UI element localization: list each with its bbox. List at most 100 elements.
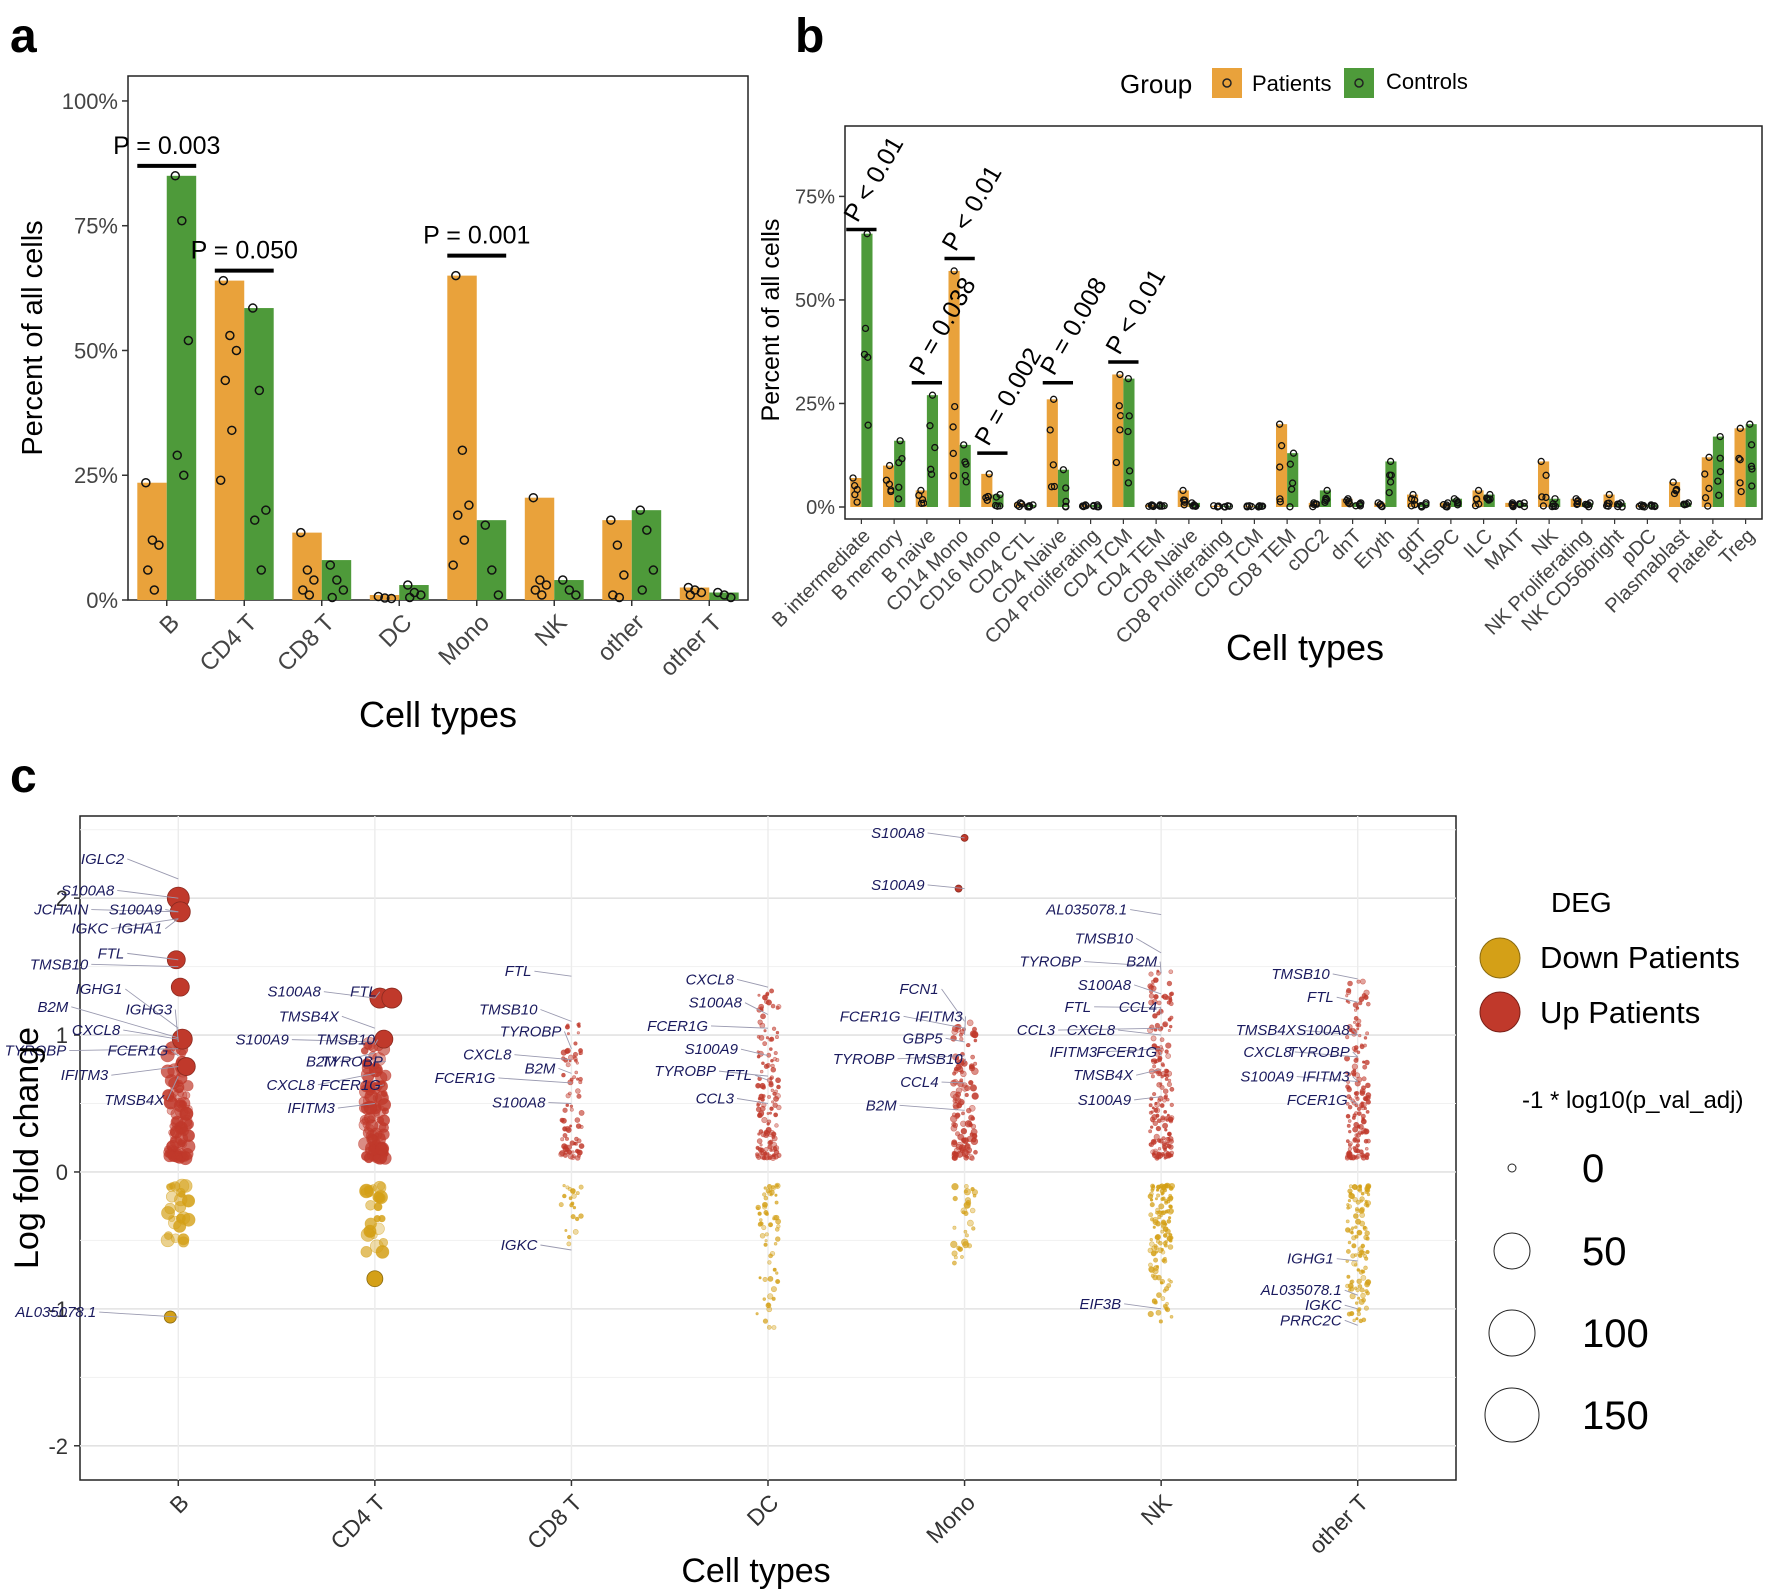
a-bar-controls-other-t (709, 592, 739, 600)
c-gene-label-tyrobp: TYROBP (500, 1023, 562, 1040)
c-xtick-label: other T (1304, 1489, 1374, 1559)
c-point-up-other-t (1347, 1119, 1352, 1123)
c-point-up-nk (1166, 980, 1173, 987)
a-point-patients-mono (457, 445, 468, 456)
b-point-patients-b-memory (885, 480, 894, 488)
c-point-down-nk (1155, 1210, 1159, 1215)
c-point-down-other-t (1360, 1292, 1366, 1299)
a-bar-controls-nk (554, 580, 584, 600)
a-point-patients-dc (380, 593, 390, 603)
c-point-down-nk (1165, 1228, 1171, 1235)
b-point-controls-b-memory (895, 458, 903, 467)
c-point-up-dc (769, 1036, 775, 1042)
b-pvalue: P = 0.038 (904, 273, 982, 380)
c-point-up-other-t (1365, 1092, 1372, 1099)
c-point-down-other-t (1352, 1318, 1356, 1323)
c-leader-ighg3 (174, 1009, 179, 1042)
a-point-controls-b (172, 450, 182, 461)
b-point-patients-cd4-tcm (1115, 402, 1123, 410)
c-point-down-other-t (1354, 1301, 1359, 1305)
c-point-up-dc (758, 1034, 765, 1041)
c-point-down-other-t (1353, 1213, 1359, 1219)
c-point-up-other-t (1346, 1072, 1352, 1077)
panel-a-xlabel: Cell types (359, 694, 517, 735)
b-point-controls-treg (1748, 465, 1756, 473)
c-point-down-cd8-t (578, 1213, 584, 1219)
c-point-up-other-t (1355, 1057, 1359, 1061)
c-point-up-nk (1165, 1042, 1172, 1049)
panel-a-frame (127, 75, 749, 601)
c-point-up-other-t (1356, 1124, 1361, 1129)
c-point-up-other-t (1345, 1035, 1350, 1040)
c-point-up-dc (757, 1019, 763, 1025)
c-point-up-mono (950, 1090, 958, 1099)
a-point-patients-mono (448, 560, 458, 570)
b-point-controls-plasmablast (1684, 499, 1692, 507)
c-point-down-cd8-t (574, 1216, 580, 1222)
c-gene-label-b2m: B2M (1126, 954, 1157, 971)
c-point-down-cd8-t (558, 1202, 564, 1208)
b-point-controls-cd4-tcm (1125, 467, 1134, 475)
b-point-controls-platelet (1716, 454, 1724, 462)
c-leader-ifitm3 (337, 1103, 375, 1109)
c-point-down-other-t (1347, 1240, 1352, 1245)
a-point-patients-cd4-t (225, 330, 235, 341)
b-point-controls-cd4-naive (1062, 484, 1070, 492)
b-bar-controls-eryth (1385, 461, 1397, 507)
b-bar-patients-cd14-mono (948, 270, 960, 507)
c-point-highlight-b (171, 1028, 193, 1050)
b-point-patients-cd4-proliferating (1078, 502, 1087, 510)
c-point-down-nk (1159, 1281, 1164, 1285)
a-bar-patients-cd4-t (214, 280, 245, 600)
c-leader-fcer1g (903, 1015, 965, 1029)
c-point-up-cd8-t (578, 1051, 582, 1056)
c-point-up-mono (961, 1149, 969, 1157)
c-point-up-mono (966, 1107, 972, 1114)
c-point-down-mono (956, 1245, 961, 1251)
c-point-down-dc (776, 1224, 781, 1229)
c-point-up-other-t (1348, 1028, 1353, 1033)
c-point-down-dc (770, 1286, 777, 1293)
c-gene-label-tyrobp: TYROBP (833, 1051, 895, 1068)
panel-b-ylabel: Percent of all cells (757, 219, 785, 422)
c-point-down-nk (1169, 1314, 1174, 1319)
c-point-up-nk (1167, 1132, 1172, 1136)
b-ytick-label: 0% (806, 497, 835, 519)
c-point-up-nk (1151, 1106, 1155, 1110)
c-point-up-other-t (1355, 1132, 1362, 1138)
c-point-up-other-t (1355, 1022, 1360, 1027)
c-point-down-nk (1169, 1279, 1173, 1284)
c-leader-al035078-1 (99, 1311, 179, 1318)
c-point-up-dc (769, 1047, 773, 1051)
c-leader-fcn1 (941, 988, 965, 1022)
a-xtick-label: B (155, 609, 185, 639)
b-point-controls-nk-proliferating (1585, 503, 1593, 511)
a-bar-controls-b (166, 175, 197, 601)
c-point-down-dc (763, 1242, 768, 1247)
c-gene-label-tmsb10: TMSB10 (1271, 966, 1330, 983)
c-point-up-other-t (1356, 1050, 1361, 1055)
b-point-controls-plasmablast (1682, 500, 1691, 508)
b-point-controls-eryth (1386, 457, 1395, 466)
c-point-up-nk (1150, 1074, 1155, 1079)
a-point-patients-nk (541, 580, 552, 590)
b-point-controls-platelet (1716, 432, 1724, 441)
c-point-up-cd8-t (576, 1031, 580, 1035)
b-point-patients-treg (1736, 479, 1744, 487)
b-point-controls-cdc2 (1323, 486, 1331, 495)
b-point-patients-b-naive (915, 491, 923, 500)
b-point-controls-mait (1520, 499, 1528, 507)
c-point-up-mono (965, 1043, 970, 1048)
c-gene-label-fcer1g: FCER1G (647, 1018, 708, 1035)
c-point-up-nk (1169, 1102, 1174, 1108)
c-point-up-cd8-t (579, 1124, 584, 1130)
b-point-patients-cd4-naive (1049, 461, 1058, 469)
c-point-up-b (172, 1088, 188, 1103)
c-point-up-mono (973, 1061, 978, 1066)
c-point-up-other-t (1345, 1071, 1349, 1075)
c-leader-tmsb4x (341, 1015, 376, 1029)
c-point-up-other-t (1345, 1101, 1350, 1106)
c-point-down-cd4-t (377, 1182, 386, 1191)
c-point-up-dc (773, 1050, 778, 1056)
b-point-patients-b-memory (885, 461, 894, 470)
